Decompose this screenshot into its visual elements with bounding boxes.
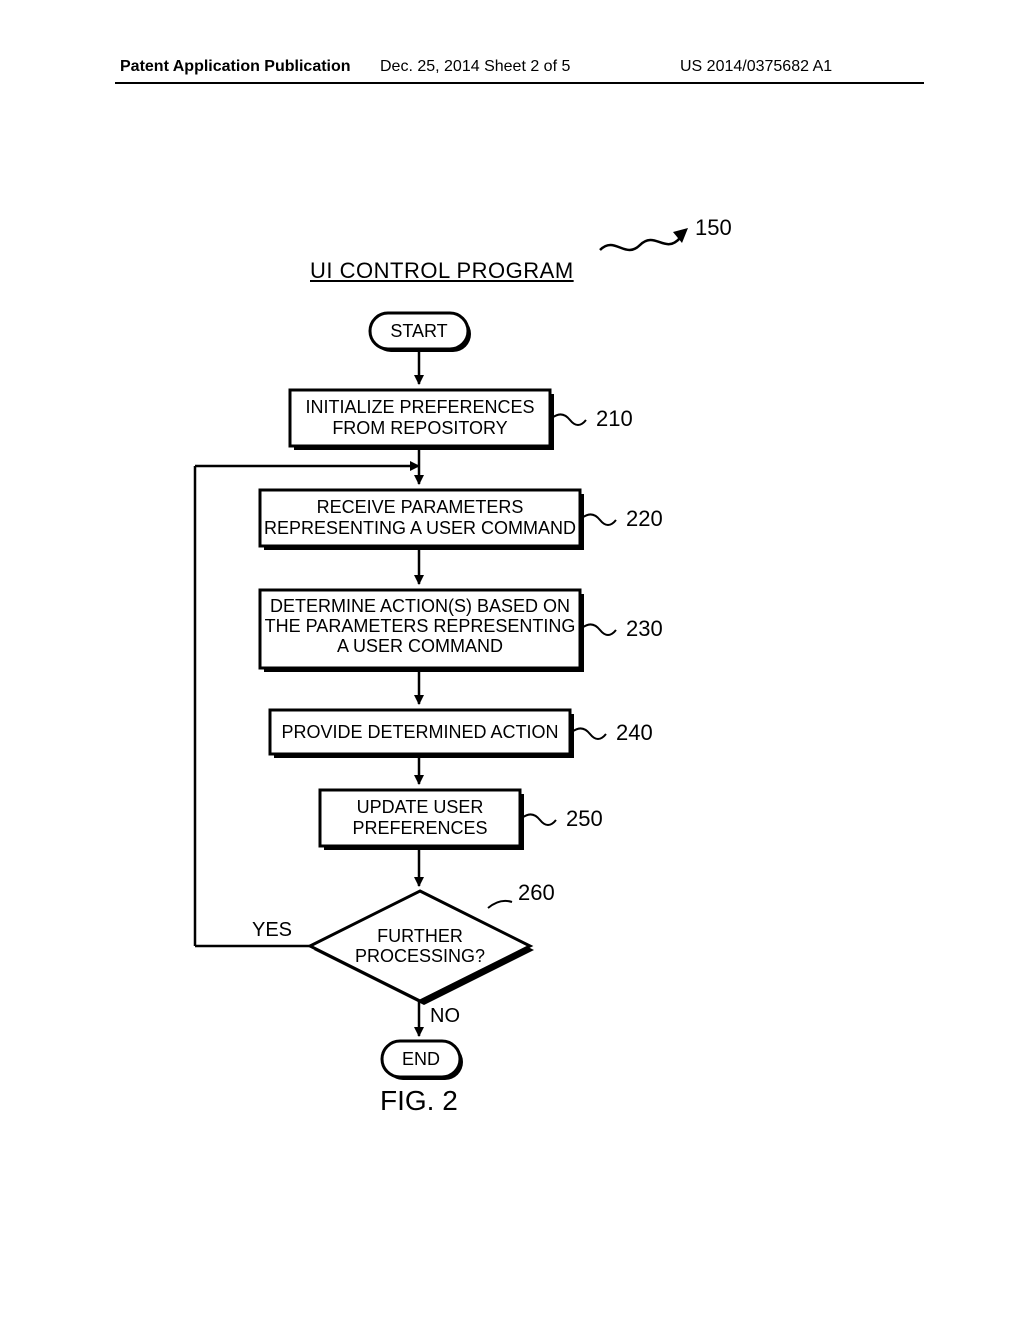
node-210: INITIALIZE PREFERENCES FROM REPOSITORY bbox=[290, 390, 554, 450]
node-250: UPDATE USER PREFERENCES bbox=[320, 790, 524, 850]
ref-210: 210 bbox=[596, 406, 633, 431]
flowchart-svg: START INITIALIZE PREFERENCES FROM REPOSI… bbox=[0, 0, 1024, 1320]
svg-text:THE PARAMETERS REPRESENTING: THE PARAMETERS REPRESENTING bbox=[265, 616, 576, 636]
ref-250: 250 bbox=[566, 806, 603, 831]
figure-caption: FIG. 2 bbox=[380, 1085, 458, 1117]
svg-text:FROM REPOSITORY: FROM REPOSITORY bbox=[332, 418, 507, 438]
page: Patent Application Publication Dec. 25, … bbox=[0, 0, 1024, 1320]
svg-text:DETERMINE ACTION(S) BASED ON: DETERMINE ACTION(S) BASED ON bbox=[270, 596, 570, 616]
ref-220: 220 bbox=[626, 506, 663, 531]
yes-label: YES bbox=[252, 919, 292, 941]
svg-text:FURTHER: FURTHER bbox=[377, 926, 463, 946]
no-label: NO bbox=[430, 1005, 460, 1027]
end-label: END bbox=[402, 1049, 440, 1069]
ref-230: 230 bbox=[626, 616, 663, 641]
svg-text:INITIALIZE PREFERENCES: INITIALIZE PREFERENCES bbox=[305, 397, 534, 417]
start-node: START bbox=[370, 313, 471, 352]
svg-text:RECEIVE PARAMETERS: RECEIVE PARAMETERS bbox=[317, 497, 524, 517]
ref-260: 260 bbox=[518, 880, 555, 905]
start-label: START bbox=[390, 321, 447, 341]
svg-text:PREFERENCES: PREFERENCES bbox=[352, 818, 487, 838]
svg-text:PROCESSING?: PROCESSING? bbox=[355, 946, 485, 966]
ref-240: 240 bbox=[616, 720, 653, 745]
node-260-decision: FURTHER PROCESSING? bbox=[310, 891, 534, 1005]
svg-text:UPDATE USER: UPDATE USER bbox=[357, 797, 484, 817]
end-node: END bbox=[382, 1041, 463, 1080]
node-240: PROVIDE DETERMINED ACTION bbox=[270, 710, 574, 758]
svg-text:A USER COMMAND: A USER COMMAND bbox=[337, 636, 503, 656]
svg-text:PROVIDE DETERMINED ACTION: PROVIDE DETERMINED ACTION bbox=[281, 722, 558, 742]
node-230: DETERMINE ACTION(S) BASED ON THE PARAMET… bbox=[260, 590, 584, 672]
svg-text:REPRESENTING A USER COMMAND: REPRESENTING A USER COMMAND bbox=[264, 518, 576, 538]
node-220: RECEIVE PARAMETERS REPRESENTING A USER C… bbox=[260, 490, 584, 550]
